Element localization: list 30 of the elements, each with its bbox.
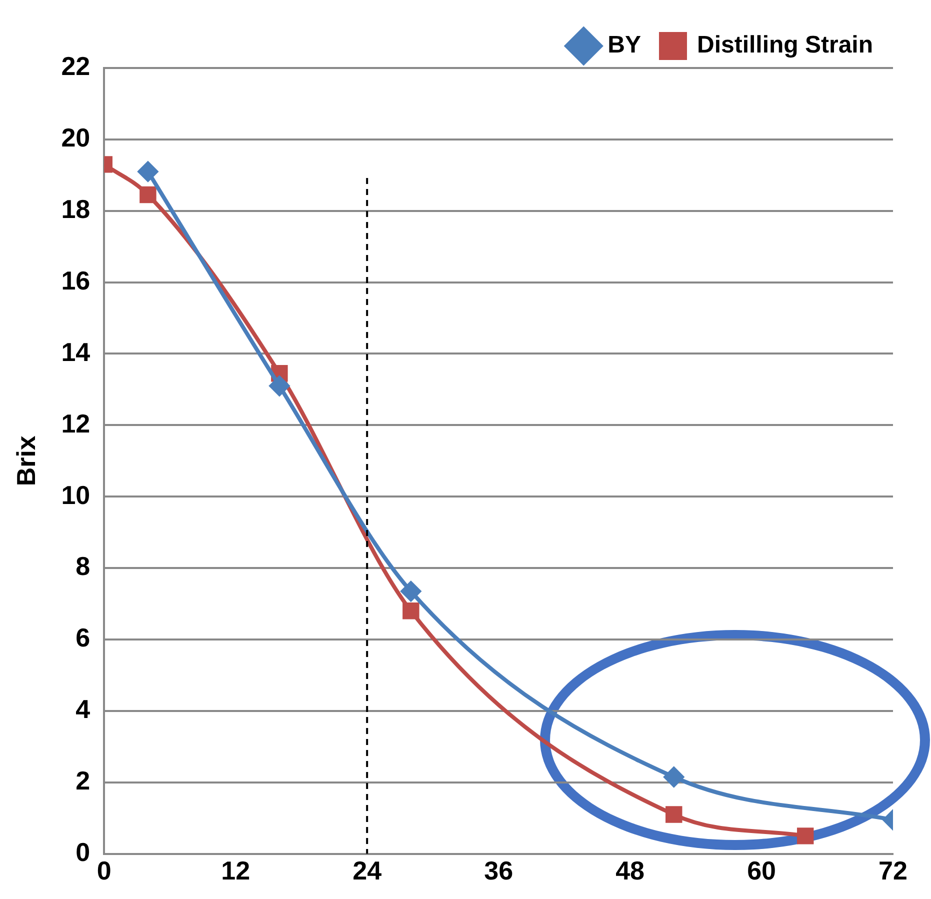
legend-label: Distilling Strain: [696, 32, 873, 59]
legend-label: BY: [608, 32, 641, 59]
point: [400, 581, 421, 602]
y-axis-title: Brix: [10, 435, 41, 486]
y-tick-label: 8: [76, 551, 90, 582]
point: [138, 162, 158, 182]
y-tick-label: 18: [61, 194, 90, 224]
point: [402, 602, 420, 620]
y-tick-label: 2: [76, 766, 90, 796]
y-tick-label: 16: [61, 265, 90, 296]
x-tick-label: 48: [616, 856, 644, 886]
y-tick-label: 22: [61, 51, 90, 82]
x-tick-label: 60: [747, 856, 776, 886]
x-tick-label: 72: [878, 856, 908, 886]
x-tick-label: 0: [96, 856, 112, 886]
point: [269, 376, 290, 396]
point: [140, 186, 156, 204]
point: [796, 828, 814, 844]
y-tick-label: 10: [61, 480, 90, 510]
y-tick-label: 12: [61, 408, 90, 438]
x-tick-label: 24: [352, 856, 382, 886]
y-tick-label: 14: [61, 336, 91, 367]
point: [664, 767, 684, 788]
x-tick-label: 36: [484, 856, 514, 886]
y-tick-label: 6: [76, 622, 90, 653]
x-tick-label: 12: [221, 856, 250, 886]
y-tick-label: 20: [61, 122, 90, 153]
y-tick-label: 4: [76, 694, 91, 724]
y-tick-label: 0: [76, 836, 90, 867]
point: [666, 806, 682, 823]
